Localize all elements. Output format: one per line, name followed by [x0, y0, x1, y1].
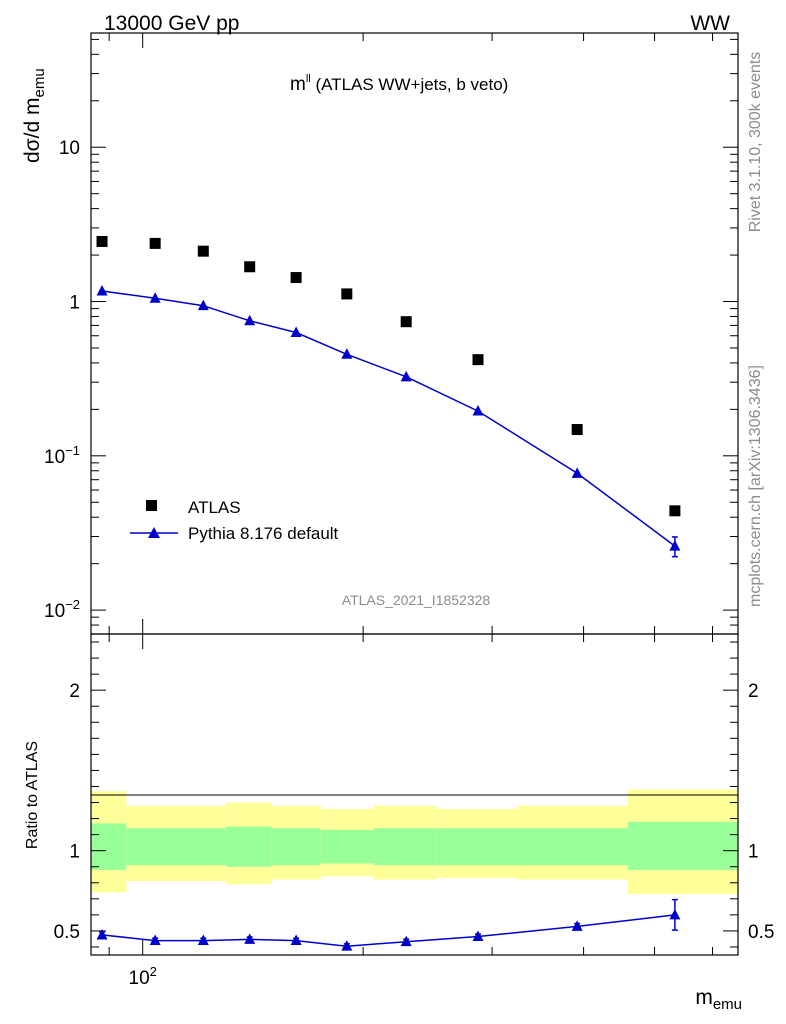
atlas-point [244, 261, 256, 273]
ratio-y-tick-label-left: 0.5 [54, 922, 80, 943]
ratio-data-layer [96, 898, 681, 951]
main-y-tick-label: 10−1 [44, 443, 80, 468]
main-data-layer [96, 235, 681, 558]
atlas-point [571, 424, 583, 436]
atlas-point [149, 237, 161, 249]
ratio-panel: 0.5 0.5 1 1 2 2 102 Ratio to ATLAS memu [24, 633, 774, 1013]
x-tick-label: 102 [129, 964, 157, 989]
analysis-id-label: ATLAS_2021_I1852328 [342, 592, 491, 608]
energy-label: 13000 GeV pp [104, 12, 239, 35]
pythia-point [96, 285, 108, 296]
ratio-inner-band [374, 828, 437, 866]
ratio-plot-frame [90, 633, 739, 956]
ratio-y-tick-label-right: 2 [748, 681, 759, 702]
ratio-line [101, 914, 675, 947]
main-axis-ticks: 10 1 10−1 10−2 [44, 33, 738, 635]
atlas-point [290, 272, 302, 284]
pythia-point [244, 314, 256, 326]
ratio-point [571, 920, 583, 931]
ratio-inner-band [226, 826, 272, 867]
ratio-point [290, 934, 302, 946]
atlas-point [669, 505, 681, 517]
atlas-point [197, 245, 209, 257]
main-y-tick-label: 10−2 [44, 597, 80, 622]
pythia-point [197, 299, 209, 311]
ratio-uncertainty-bands [91, 789, 738, 895]
ratio-y-axis-label: Ratio to ATLAS [24, 741, 41, 849]
ratio-point [341, 940, 353, 951]
main-y-tick-label: 10 [59, 138, 80, 159]
process-label: WW [690, 12, 730, 35]
rivet-info-label: Rivet 3.1.10, 300k events [747, 52, 764, 233]
main-y-axis-label: dσ/d memu [21, 68, 48, 163]
pythia-point [669, 540, 681, 551]
main-plot-frame [90, 32, 739, 635]
ratio-point [400, 935, 412, 947]
ratio-inner-band [126, 828, 182, 866]
ratio-inner-band [517, 828, 629, 866]
ratio-y-tick-label-left: 2 [69, 681, 80, 702]
ratio-y-tick-label-right: 1 [748, 842, 759, 863]
pythia-point [149, 292, 161, 303]
main-y-tick-label: 1 [69, 293, 80, 314]
pythia-point [290, 326, 302, 337]
legend: ATLAS Pythia 8.176 default [130, 498, 339, 543]
atlas-point [472, 354, 484, 366]
atlas-point [96, 235, 108, 247]
ratio-point [197, 934, 209, 946]
ratio-y-tick-label-right: 0.5 [748, 922, 774, 943]
ratio-point [244, 933, 256, 944]
pythia-point [400, 370, 412, 382]
x-axis-label: memu [695, 986, 742, 1013]
main-title: mll (ATLAS WW+jets, b veto) [290, 73, 508, 95]
ratio-inner-band [628, 821, 738, 870]
legend-atlas-label: ATLAS [188, 498, 241, 517]
ratio-point [472, 930, 484, 942]
ratio-inner-band [181, 828, 227, 866]
legend-atlas-marker [146, 500, 157, 511]
mcplots-url-label: mcplots.cern.ch [arXiv:1306.3436] [747, 365, 764, 607]
pythia-point [341, 348, 353, 359]
pythia-point [571, 467, 583, 478]
atlas-point [400, 316, 412, 328]
ratio-inner-band [271, 828, 321, 866]
ratio-inner-band [436, 828, 518, 866]
ratio-inner-band [320, 829, 375, 864]
atlas-point [341, 288, 353, 300]
legend-pythia-label: Pythia 8.176 default [188, 524, 339, 543]
pythia-point [472, 405, 484, 416]
ratio-y-tick-label-left: 1 [69, 842, 80, 863]
ratio-point [96, 928, 108, 940]
ratio-point [149, 934, 161, 946]
ratio-inner-band [91, 823, 127, 870]
pythia-line [101, 290, 676, 547]
legend-pythia-marker [148, 527, 160, 538]
ratio-axis-ticks: 0.5 0.5 1 1 2 2 102 [54, 634, 774, 989]
ratio-point [669, 908, 681, 920]
